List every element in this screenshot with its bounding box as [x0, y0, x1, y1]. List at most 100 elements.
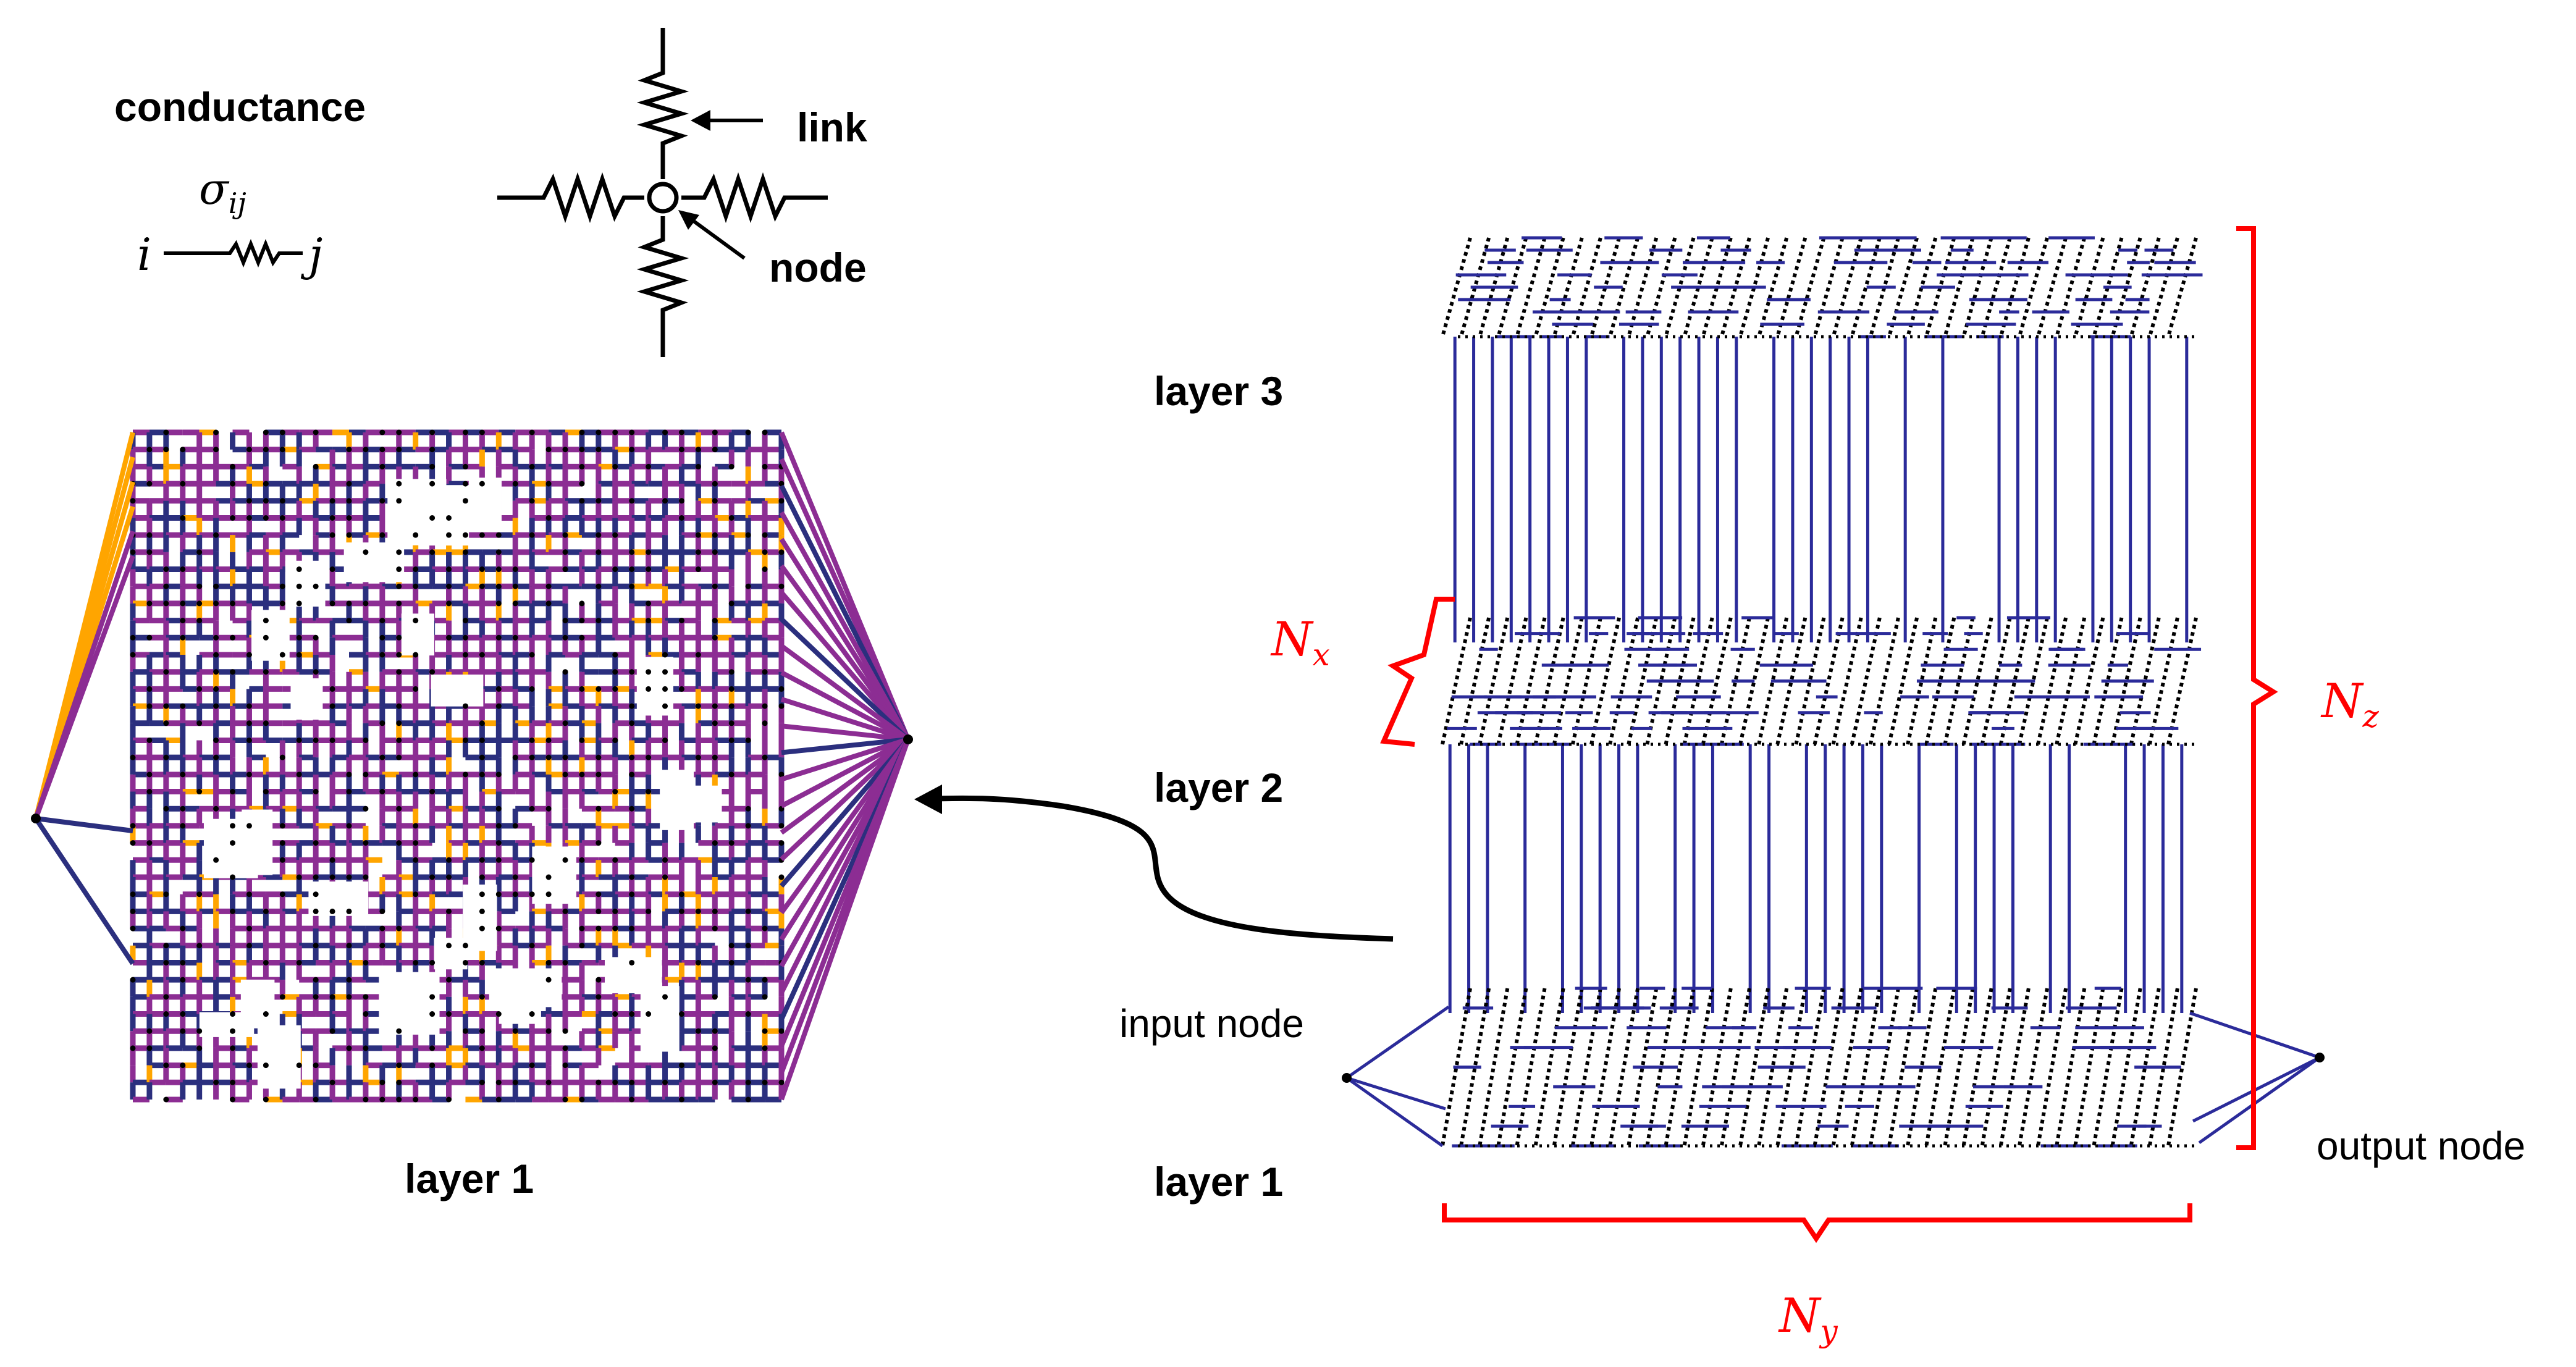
grid-node	[479, 874, 485, 880]
grid-node	[545, 874, 552, 880]
output-link	[780, 697, 909, 742]
grid-node	[346, 789, 352, 795]
grid-node	[712, 583, 718, 589]
grid-node	[230, 669, 236, 675]
grid-node	[413, 652, 419, 658]
grid-node	[263, 908, 269, 914]
grid-node	[230, 515, 236, 521]
grid-node	[163, 566, 169, 573]
grid-node	[313, 943, 319, 949]
grid-node	[213, 652, 219, 658]
grid-hole	[308, 881, 369, 916]
grid-node	[446, 1011, 452, 1017]
grid-node	[462, 618, 468, 624]
grid-node	[562, 772, 568, 778]
grid-node	[279, 429, 285, 435]
grid-node	[163, 720, 169, 726]
grid-node	[130, 908, 136, 914]
grid-node	[429, 463, 436, 469]
grid-node	[230, 823, 236, 829]
grid-node	[329, 600, 335, 607]
grid-node	[230, 840, 236, 846]
output-link	[780, 644, 910, 742]
grid-node	[163, 891, 169, 898]
grid-node	[346, 447, 352, 453]
grid-node	[379, 532, 385, 538]
grid-node	[313, 908, 319, 914]
grid-node	[363, 1096, 369, 1103]
grid-node	[246, 925, 252, 932]
grid-node	[180, 634, 186, 641]
grid-node	[562, 1045, 568, 1051]
depth-line	[1775, 237, 1808, 337]
grid-node	[579, 1096, 585, 1103]
grid-node	[313, 891, 319, 898]
input-terminal-node	[31, 814, 41, 823]
grid-node	[596, 994, 602, 1000]
grid-node	[462, 772, 468, 778]
grid-node	[646, 686, 652, 692]
grid-node	[230, 1028, 236, 1034]
grid-node	[329, 1079, 335, 1085]
grid-node	[495, 805, 502, 812]
grid-node	[296, 1062, 302, 1069]
grid-node	[712, 429, 718, 435]
grid-node	[612, 463, 618, 469]
grid-node	[279, 600, 285, 607]
grid-node	[379, 429, 385, 435]
grid-node	[745, 1096, 751, 1103]
grid-node	[379, 498, 385, 504]
grid-node	[529, 463, 535, 469]
grid-node	[596, 925, 602, 932]
grid-node	[446, 600, 452, 607]
grid-node	[246, 1062, 252, 1069]
grid-node	[146, 840, 153, 846]
grid-node	[346, 1045, 352, 1051]
depth-line	[1961, 237, 1993, 337]
grid-node	[263, 1011, 269, 1017]
depth-line	[1608, 237, 1640, 337]
depth-line	[2166, 237, 2198, 337]
grid-node	[329, 874, 335, 880]
depth-line	[2147, 237, 2179, 337]
grid-node	[379, 447, 385, 453]
grid-node	[579, 600, 585, 607]
grid-node	[629, 754, 635, 760]
grid-node	[479, 1079, 485, 1085]
grid-node	[313, 737, 319, 743]
grid-node	[279, 994, 285, 1000]
grid-node	[662, 1079, 668, 1085]
grid-node	[163, 600, 169, 607]
grid-node	[263, 789, 269, 795]
grid-node	[130, 1045, 136, 1051]
grid-node	[263, 634, 269, 641]
grid-node	[130, 925, 136, 932]
input-link	[35, 816, 133, 833]
grid-node	[778, 1079, 785, 1085]
grid-node	[728, 600, 734, 607]
grid-node	[130, 498, 136, 504]
grid-node	[545, 1028, 552, 1034]
grid-node	[495, 686, 502, 692]
grid-node	[762, 925, 768, 932]
grid-node	[512, 600, 518, 607]
depth-line	[1998, 237, 2031, 337]
grid-node	[562, 669, 568, 675]
grid-node	[596, 498, 602, 504]
grid-node	[379, 1079, 385, 1085]
grid-node	[629, 925, 635, 932]
grid-node	[462, 532, 468, 538]
grid-node	[678, 686, 684, 692]
node-label: node	[769, 245, 867, 290]
depth-line	[1701, 237, 1733, 337]
grid-node	[695, 959, 701, 965]
grid-node	[213, 737, 219, 743]
grid-node	[579, 618, 585, 624]
grid-node	[479, 532, 485, 538]
grid-node	[246, 891, 252, 898]
grid-node	[512, 823, 518, 829]
grid-node	[246, 720, 252, 726]
grid-node	[562, 908, 568, 914]
grid-node	[429, 447, 436, 453]
